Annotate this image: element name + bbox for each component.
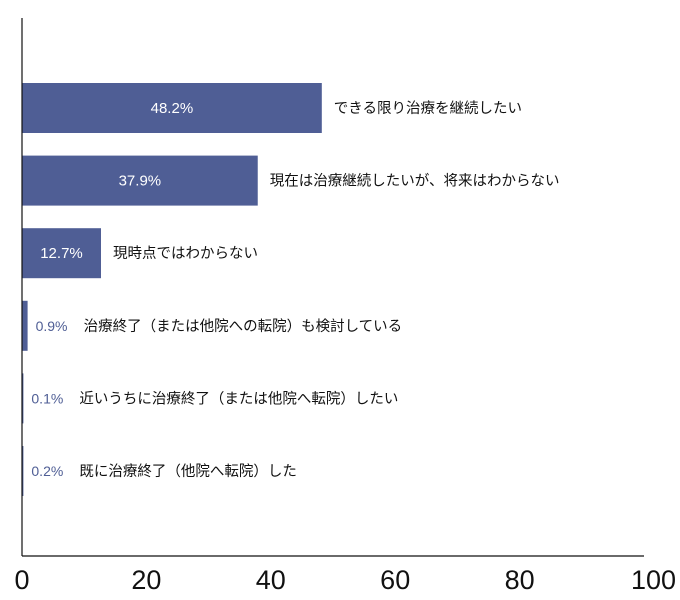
- x-tick-label: 20: [131, 565, 161, 595]
- value-label: 0.9%: [36, 318, 68, 334]
- value-label: 48.2%: [151, 100, 194, 117]
- category-label: 治療終了（または他院への転院）も検討している: [84, 318, 403, 335]
- x-tick-label: 60: [380, 565, 410, 595]
- bar: [22, 228, 101, 279]
- x-tick-label: 0: [14, 565, 29, 595]
- x-tick-label: 40: [256, 565, 286, 595]
- bar: [22, 446, 24, 496]
- category-label: 近いうちに治療終了（または他院へ転院）したい: [79, 390, 398, 407]
- bar: [22, 373, 24, 424]
- value-label: 0.1%: [31, 390, 63, 406]
- bar: [22, 155, 258, 206]
- category-label: 現時点ではわからない: [113, 245, 258, 262]
- value-label: 0.2%: [31, 463, 63, 479]
- value-label: 12.7%: [40, 245, 83, 262]
- category-label: 既に治療終了（他院へ転院）した: [79, 463, 297, 480]
- x-tick-label: 100: [631, 565, 676, 595]
- bars-group: [22, 83, 322, 496]
- value-label: 37.9%: [119, 173, 162, 190]
- category-label: できる限り治療を継続したい: [334, 100, 522, 117]
- category-label: 現在は治療継続したいが、将来はわからない: [270, 173, 560, 190]
- labels-group: 48.2% できる限り治療を継続したい 37.9% 現在は治療継続したいが、将来はわか…: [31, 100, 559, 480]
- bar: [22, 83, 322, 133]
- x-tick-label: 80: [505, 565, 535, 595]
- x-tick-labels: 0 20 40 60 80 100: [14, 565, 676, 595]
- bar: [22, 300, 28, 351]
